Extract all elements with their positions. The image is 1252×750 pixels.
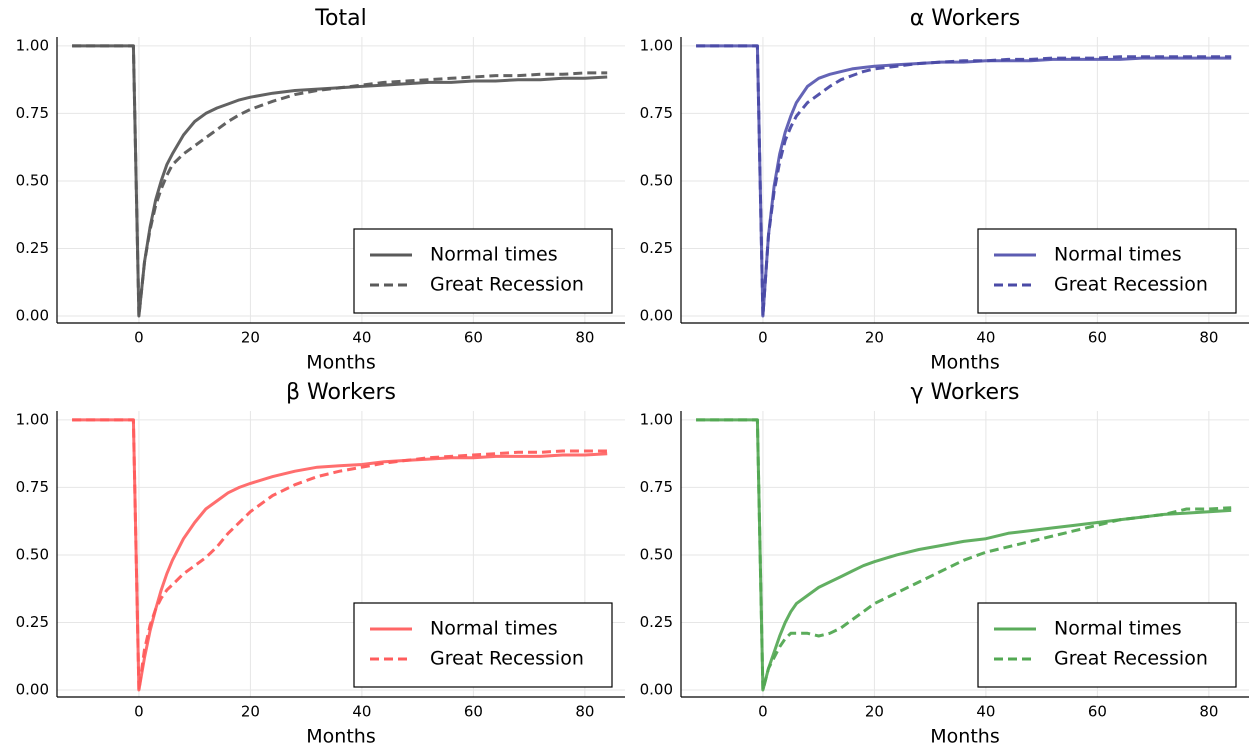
x-tick-label: 40 [352,703,371,721]
y-tick-label: 0.50 [16,171,49,189]
y-tick-label: 1.00 [640,410,673,428]
x-axis-label: Months [930,726,999,748]
x-tick-label: 60 [1088,703,1107,721]
x-tick-label: 60 [464,703,483,721]
legend-label: Great Recession [430,648,584,670]
legend-label: Great Recession [1054,648,1208,670]
y-tick-label: 1.00 [16,36,49,54]
series-line [696,44,1232,318]
y-tick-label: 0.00 [16,306,49,324]
y-tick-label: 0.75 [640,478,673,496]
x-axis-label: Months [306,352,375,374]
series-line [696,418,1232,692]
x-tick-label: 60 [464,329,483,347]
x-tick-label: 0 [758,703,768,721]
y-tick-label: 0.25 [16,613,49,631]
chart-title: β Workers [286,380,396,405]
y-tick-label: 0.75 [16,104,49,122]
series-line [72,44,608,318]
x-axis-label: Months [930,352,999,374]
x-tick-label: 80 [1199,703,1218,721]
y-tick-label: 0.50 [640,171,673,189]
legend-label: Normal times [430,618,558,640]
y-tick-label: 0.00 [640,680,673,698]
y-tick-label: 0.25 [16,239,49,257]
x-tick-label: 0 [758,329,768,347]
x-tick-label: 60 [1088,329,1107,347]
series-line [72,418,608,692]
legend-box [977,228,1237,314]
chart-title: Total [314,6,366,31]
legend-label: Normal times [1054,618,1182,640]
y-tick-label: 0.75 [640,104,673,122]
y-tick-label: 0.25 [640,613,673,631]
x-tick-label: 20 [241,703,260,721]
series-line [696,44,1232,318]
series-line [72,418,608,692]
y-tick-label: 0.50 [16,545,49,563]
chart-title: α Workers [910,6,1020,31]
legend-label: Great Recession [1054,274,1208,296]
x-tick-label: 80 [575,329,594,347]
x-tick-label: 80 [575,703,594,721]
x-tick-label: 80 [1199,329,1218,347]
x-tick-label: 0 [134,329,144,347]
legend-label: Great Recession [430,274,584,296]
chart-title: γ Workers [911,380,1020,405]
y-tick-label: 0.75 [16,478,49,496]
y-tick-label: 0.00 [640,306,673,324]
legend-label: Normal times [1054,244,1182,266]
y-tick-label: 0.00 [16,680,49,698]
y-tick-label: 0.25 [640,239,673,257]
legend-box [353,228,613,314]
x-axis-label: Months [306,726,375,748]
legend-label: Normal times [430,244,558,266]
x-tick-label: 40 [352,329,371,347]
legend-box [353,602,613,688]
y-tick-label: 0.50 [640,545,673,563]
x-tick-label: 20 [865,703,884,721]
x-tick-label: 20 [241,329,260,347]
legend-box [977,602,1237,688]
series-line [72,44,608,318]
x-tick-label: 0 [134,703,144,721]
y-tick-label: 1.00 [16,410,49,428]
y-tick-label: 1.00 [640,36,673,54]
x-tick-label: 40 [976,329,995,347]
x-tick-label: 20 [865,329,884,347]
x-tick-label: 40 [976,703,995,721]
